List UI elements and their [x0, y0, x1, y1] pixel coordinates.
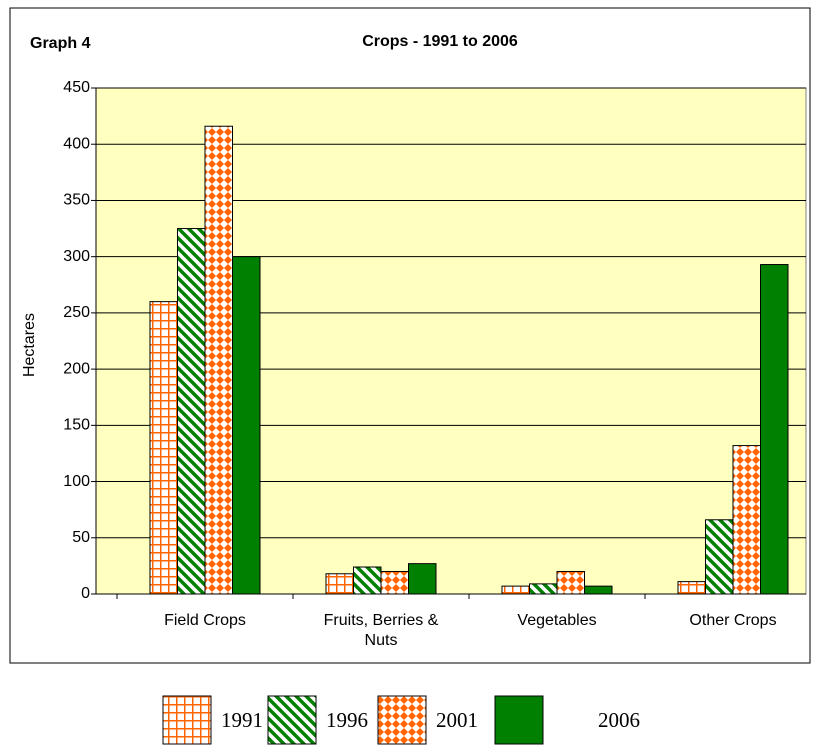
x-tick-label: Other Crops: [648, 611, 817, 631]
y-tick-label: 50: [72, 529, 90, 546]
legend-label: 1991: [221, 708, 263, 732]
bar: [761, 265, 789, 594]
bar: [178, 229, 206, 594]
bar: [150, 302, 178, 594]
y-tick-label: 450: [63, 79, 90, 96]
y-tick-label: 400: [63, 135, 90, 152]
bar: [530, 584, 558, 594]
x-tick-label: Fruits, Berries & Nuts: [311, 611, 451, 651]
bar: [585, 586, 613, 594]
graph-label: Graph 4: [30, 35, 91, 52]
y-tick-label: 100: [63, 473, 90, 490]
bar: [733, 446, 761, 594]
bar: [381, 572, 409, 594]
y-tick-label: 0: [81, 585, 90, 602]
bar: [205, 126, 233, 594]
y-tick-label: 300: [63, 248, 90, 265]
y-tick-label: 350: [63, 192, 90, 209]
bar: [678, 582, 706, 594]
bar: [706, 520, 734, 594]
y-axis-label: Hectares: [21, 313, 38, 377]
legend-label: 2001: [436, 708, 478, 732]
bar: [502, 586, 530, 594]
legend-swatch: [163, 696, 211, 744]
bar: [409, 564, 437, 594]
page: Graph 4 Crops - 1991 to 2006 Hectares 0 5…: [0, 0, 817, 748]
legend-swatch: [495, 696, 543, 744]
x-tick-label: Field Crops: [120, 611, 290, 631]
y-tick-label: 250: [63, 304, 90, 321]
y-tick-label: 200: [63, 360, 90, 377]
bar: [354, 567, 382, 594]
legend-label: 2006: [598, 708, 640, 732]
legend-swatch: [268, 696, 316, 744]
bar: [326, 574, 354, 594]
bar: [557, 572, 585, 594]
chart-title: Crops - 1991 to 2006: [362, 33, 518, 50]
legend-swatch: [378, 696, 426, 744]
legend-label: 1996: [326, 708, 368, 732]
bar: [233, 257, 261, 594]
y-tick-label: 150: [63, 417, 90, 434]
x-tick-label: Vegetables: [472, 611, 642, 631]
